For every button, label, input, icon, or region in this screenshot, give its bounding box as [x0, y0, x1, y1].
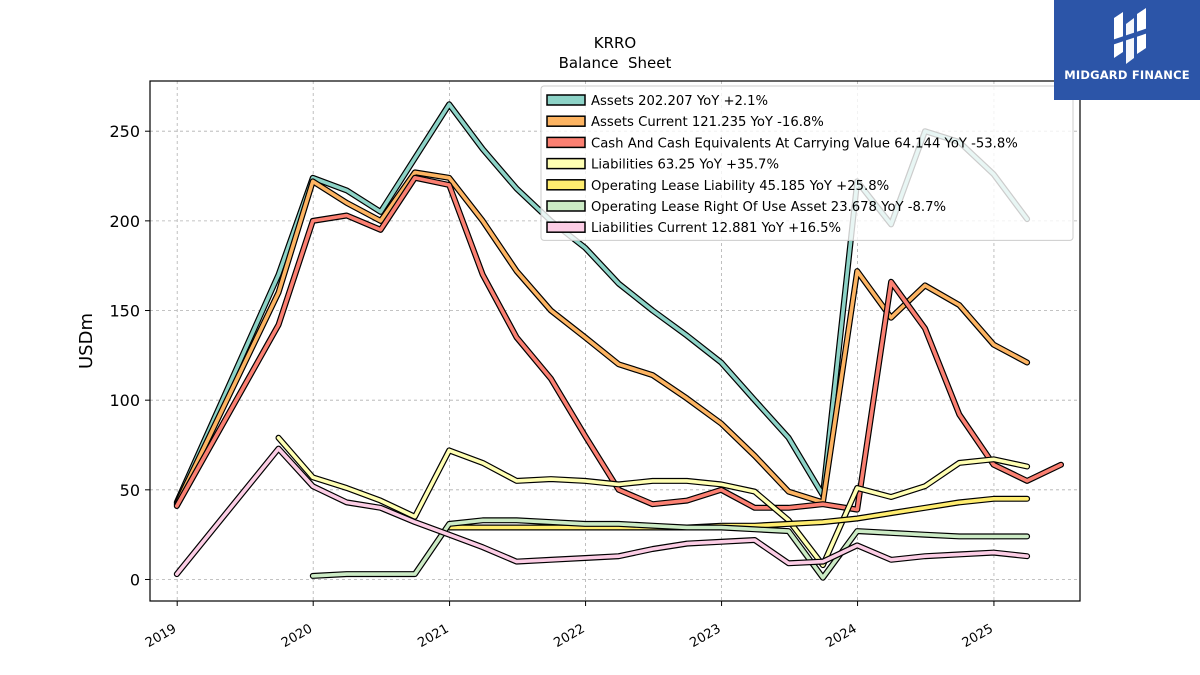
legend-swatch	[546, 221, 586, 233]
y-tick-label: 200	[109, 212, 140, 231]
legend-label: Liabilities Current 12.881 YoY +16.5%	[591, 221, 841, 236]
chart-title: KRRO	[594, 34, 637, 52]
legend-swatch	[546, 157, 586, 170]
x-tick-label: 2024	[823, 621, 859, 651]
legend-label: Liabilities 63.25 YoY +35.7%	[591, 158, 779, 173]
y-axis-label: USDm	[76, 313, 97, 369]
legend-swatch	[546, 179, 586, 191]
plot-frame	[149, 80, 1081, 602]
series-7-line	[173, 445, 1031, 578]
series-3-line	[173, 174, 1064, 513]
chart-subtitle: Balance Sheet	[559, 54, 672, 72]
brand-emblem-icon	[1112, 8, 1148, 64]
y-tick-label: 250	[109, 122, 140, 141]
legend-label: Assets 202.207 YoY +2.1%	[591, 94, 768, 109]
legend-label: Assets Current 121.235 YoY -16.8%	[591, 115, 824, 130]
legend-swatch	[546, 200, 586, 212]
legend-label: Operating Lease Liability 45.185 YoY +25…	[591, 179, 889, 194]
legend-swatch	[546, 115, 586, 127]
series-line-stroke	[175, 176, 1063, 512]
x-tick-label: 2022	[551, 621, 587, 651]
legend-label: Cash And Cash Equivalents At Carrying Va…	[591, 136, 1018, 151]
legend-label: Operating Lease Right Of Use Asset 23.67…	[591, 200, 946, 215]
series-line-stroke	[175, 446, 1029, 576]
legend-swatch	[546, 94, 586, 106]
brand-name: MIDGARD FINANCE	[1064, 68, 1190, 82]
legend: Assets 202.207 YoY +2.1% Assets Current 1…	[540, 85, 1074, 241]
x-tick-label: 2021	[415, 621, 451, 651]
series-line-stroke	[310, 518, 1029, 580]
y-tick-label: 100	[109, 391, 140, 410]
brand-logo: MIDGARD FINANCE	[1054, 0, 1200, 100]
series-6-line	[309, 517, 1031, 581]
x-tick-label: 2020	[279, 621, 315, 651]
series-line-stroke	[276, 435, 1029, 567]
y-tick-label: 150	[109, 302, 140, 321]
legend-box	[540, 85, 1074, 241]
x-tick-label: 2023	[687, 621, 723, 651]
series-line-stroke	[175, 170, 1029, 507]
x-tick-label: 2019	[143, 621, 179, 651]
legend-swatch	[546, 136, 586, 149]
x-tick-label: 2025	[960, 621, 996, 651]
y-tick-label: 50	[120, 481, 140, 500]
series-2-line	[173, 169, 1031, 508]
series-4-line	[275, 434, 1031, 569]
y-tick-label: 0	[130, 570, 140, 589]
